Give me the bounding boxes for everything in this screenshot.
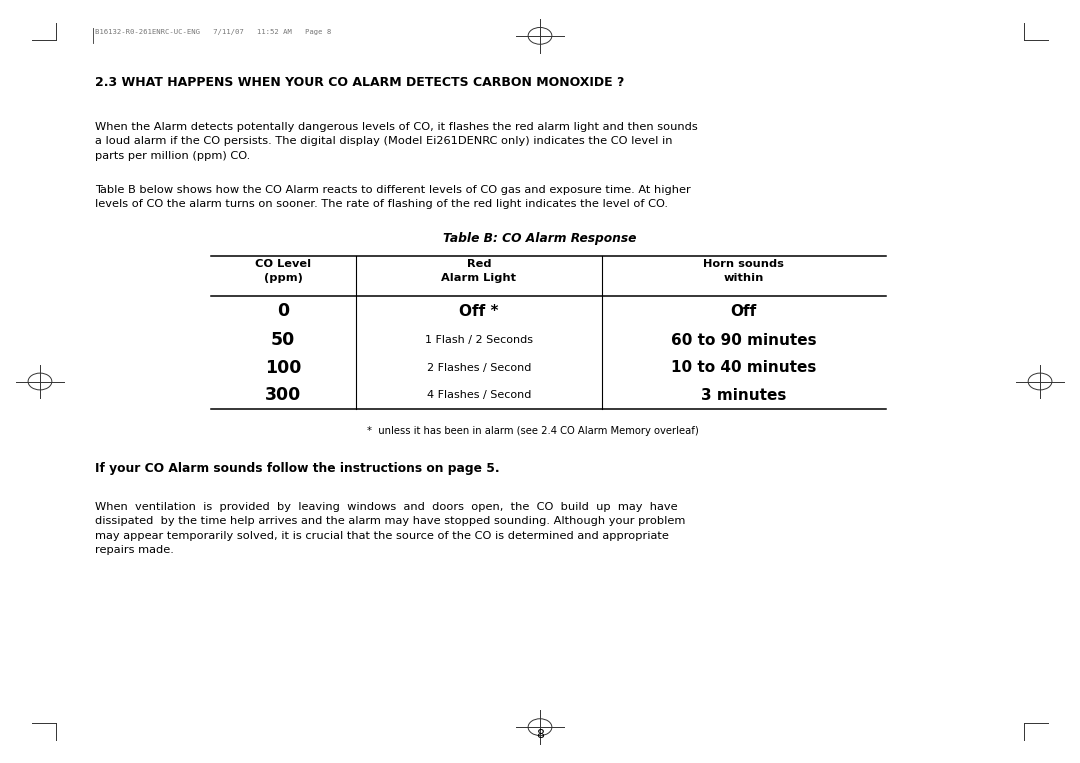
- Text: Horn sounds
within: Horn sounds within: [703, 259, 784, 282]
- Text: 4 Flashes / Second: 4 Flashes / Second: [427, 390, 531, 401]
- Text: 60 to 90 minutes: 60 to 90 minutes: [671, 333, 816, 348]
- Text: *  unless it has been in alarm (see 2.4 CO Alarm Memory overleaf): * unless it has been in alarm (see 2.4 C…: [367, 426, 699, 436]
- Text: 0: 0: [278, 302, 289, 320]
- Text: B16132-R0-261ENRC-UC-ENG   7/11/07   11:52 AM   Page 8: B16132-R0-261ENRC-UC-ENG 7/11/07 11:52 A…: [95, 29, 332, 35]
- Text: 2 Flashes / Second: 2 Flashes / Second: [427, 362, 531, 373]
- Text: When  ventilation  is  provided  by  leaving  windows  and  doors  open,  the  C: When ventilation is provided by leaving …: [95, 502, 686, 555]
- Text: 1 Flash / 2 Seconds: 1 Flash / 2 Seconds: [424, 335, 532, 346]
- Text: 100: 100: [265, 359, 301, 377]
- Text: 8: 8: [536, 727, 544, 741]
- Text: Off *: Off *: [459, 304, 499, 319]
- Text: 2.3 WHAT HAPPENS WHEN YOUR CO ALARM DETECTS CARBON MONOXIDE ?: 2.3 WHAT HAPPENS WHEN YOUR CO ALARM DETE…: [95, 76, 624, 89]
- Text: If your CO Alarm sounds follow the instructions on page 5.: If your CO Alarm sounds follow the instr…: [95, 462, 500, 475]
- Text: CO Level
(ppm): CO Level (ppm): [255, 259, 311, 282]
- Text: 3 minutes: 3 minutes: [701, 388, 786, 403]
- Text: Off: Off: [731, 304, 757, 319]
- Text: 10 to 40 minutes: 10 to 40 minutes: [671, 360, 816, 375]
- Text: When the Alarm detects potentally dangerous levels of CO, it flashes the red ala: When the Alarm detects potentally danger…: [95, 122, 698, 161]
- Text: Table B: CO Alarm Response: Table B: CO Alarm Response: [443, 232, 637, 245]
- Text: Red
Alarm Light: Red Alarm Light: [442, 259, 516, 282]
- Text: Table B below shows how the CO Alarm reacts to different levels of CO gas and ex: Table B below shows how the CO Alarm rea…: [95, 185, 691, 209]
- Text: 300: 300: [265, 386, 301, 404]
- Text: 50: 50: [271, 331, 295, 349]
